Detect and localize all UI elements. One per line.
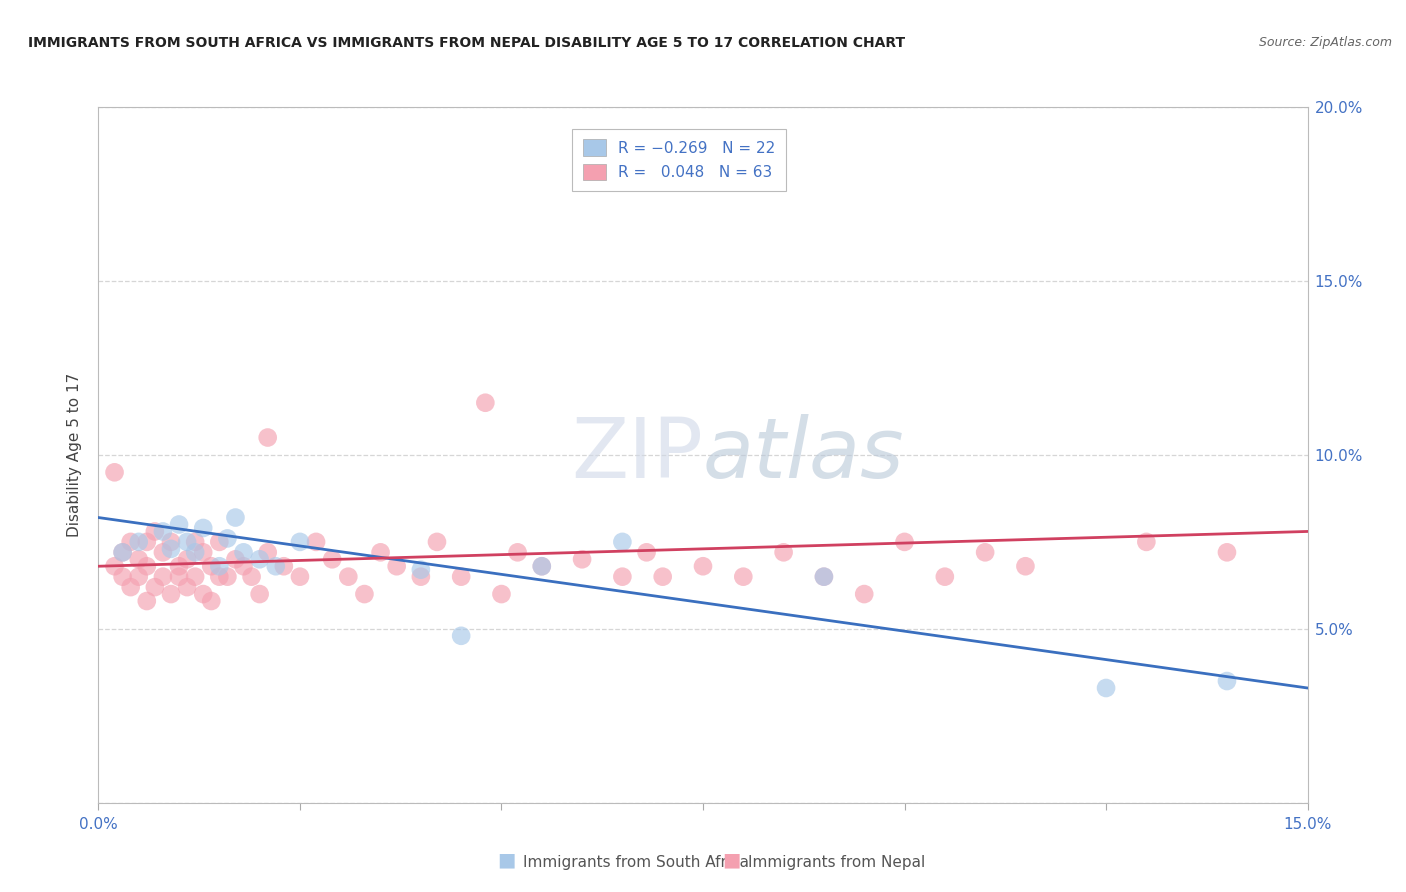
Point — [184, 570, 207, 584]
Point — [240, 570, 263, 584]
Point — [217, 570, 239, 584]
Text: Immigrants from South Africa: Immigrants from South Africa — [523, 855, 749, 870]
Point — [160, 534, 183, 549]
Point — [409, 563, 432, 577]
Point — [249, 552, 271, 566]
Text: atlas: atlas — [703, 415, 904, 495]
Point — [256, 430, 278, 444]
Text: Source: ZipAtlas.com: Source: ZipAtlas.com — [1258, 36, 1392, 49]
Text: ZIP: ZIP — [571, 415, 703, 495]
Point — [974, 545, 997, 559]
Point — [1135, 534, 1157, 549]
Point — [208, 534, 231, 549]
Point — [193, 521, 215, 535]
Point — [120, 580, 142, 594]
Point — [1216, 545, 1239, 559]
Point — [143, 524, 166, 539]
Point — [288, 534, 311, 549]
Text: IMMIGRANTS FROM SOUTH AFRICA VS IMMIGRANTS FROM NEPAL DISABILITY AGE 5 TO 17 COR: IMMIGRANTS FROM SOUTH AFRICA VS IMMIGRAN… — [28, 36, 905, 50]
Point — [772, 545, 794, 559]
Point — [135, 559, 157, 574]
Point — [200, 594, 222, 608]
Legend: R = −0.269   N = 22, R =   0.048   N = 63: R = −0.269 N = 22, R = 0.048 N = 63 — [572, 128, 786, 191]
Point — [176, 552, 198, 566]
Point — [176, 580, 198, 594]
Text: ■: ■ — [496, 851, 516, 870]
Point — [450, 570, 472, 584]
Point — [128, 534, 150, 549]
Point — [167, 559, 190, 574]
Point — [893, 534, 915, 549]
Point — [152, 524, 174, 539]
Point — [491, 587, 513, 601]
Point — [224, 510, 246, 524]
Point — [193, 587, 215, 601]
Point — [167, 517, 190, 532]
Point — [160, 587, 183, 601]
Point — [217, 532, 239, 546]
Point — [506, 545, 529, 559]
Point — [370, 545, 392, 559]
Point — [353, 587, 375, 601]
Point — [103, 466, 125, 480]
Text: ■: ■ — [721, 851, 741, 870]
Point — [530, 559, 553, 574]
Point — [184, 545, 207, 559]
Point — [200, 559, 222, 574]
Point — [128, 570, 150, 584]
Point — [232, 559, 254, 574]
Point — [135, 594, 157, 608]
Point — [176, 534, 198, 549]
Point — [111, 545, 134, 559]
Point — [167, 570, 190, 584]
Point — [450, 629, 472, 643]
Point — [305, 534, 328, 549]
Point — [813, 570, 835, 584]
Point — [733, 570, 755, 584]
Point — [208, 559, 231, 574]
Point — [1014, 559, 1036, 574]
Point — [636, 545, 658, 559]
Point — [103, 559, 125, 574]
Point — [934, 570, 956, 584]
Point — [692, 559, 714, 574]
Point — [273, 559, 295, 574]
Point — [120, 534, 142, 549]
Point — [474, 395, 496, 409]
Point — [1216, 674, 1239, 689]
Point — [853, 587, 876, 601]
Point — [612, 534, 634, 549]
Point — [224, 552, 246, 566]
Point — [264, 559, 287, 574]
Point — [813, 570, 835, 584]
Point — [426, 534, 449, 549]
Point — [409, 570, 432, 584]
Point — [128, 552, 150, 566]
Point — [193, 545, 215, 559]
Y-axis label: Disability Age 5 to 17: Disability Age 5 to 17 — [67, 373, 83, 537]
Point — [143, 580, 166, 594]
Point — [152, 570, 174, 584]
Point — [184, 534, 207, 549]
Text: Immigrants from Nepal: Immigrants from Nepal — [748, 855, 925, 870]
Point — [135, 534, 157, 549]
Point — [249, 587, 271, 601]
Point — [321, 552, 343, 566]
Point — [571, 552, 593, 566]
Point — [208, 570, 231, 584]
Point — [152, 545, 174, 559]
Point — [288, 570, 311, 584]
Point — [530, 559, 553, 574]
Point — [1095, 681, 1118, 695]
Point — [651, 570, 673, 584]
Point — [337, 570, 360, 584]
Point — [612, 570, 634, 584]
Point — [256, 545, 278, 559]
Point — [160, 541, 183, 556]
Point — [111, 545, 134, 559]
Point — [385, 559, 408, 574]
Point — [111, 570, 134, 584]
Point — [232, 545, 254, 559]
